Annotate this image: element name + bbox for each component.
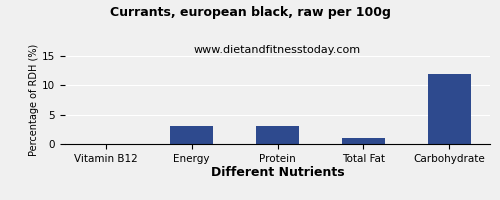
Bar (342, 138, 385, 144)
Text: Currants, european black, raw per 100g: Currants, european black, raw per 100g (110, 6, 390, 19)
Y-axis label: Percentage of RDH (%): Percentage of RDH (%) (29, 44, 39, 156)
Bar (428, 74, 470, 144)
X-axis label: Different Nutrients: Different Nutrients (210, 166, 344, 180)
Bar (170, 126, 213, 144)
Bar (256, 126, 299, 144)
Title: www.dietandfitnesstoday.com: www.dietandfitnesstoday.com (194, 45, 361, 55)
